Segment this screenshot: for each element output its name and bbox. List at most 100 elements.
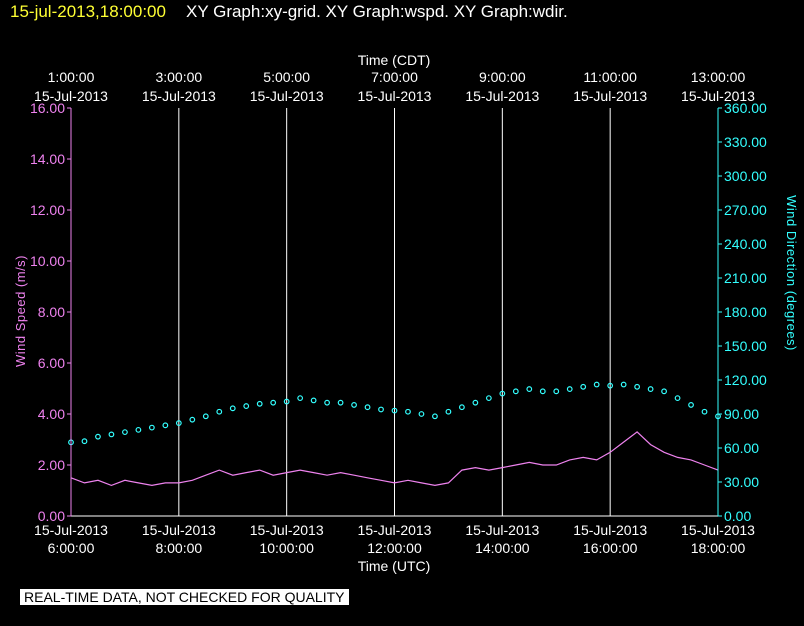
bottom-tick-date: 15-Jul-2013 (681, 522, 755, 538)
bottom-tick-time: 16:00:00 (583, 540, 638, 556)
top-tick-time: 13:00:00 (691, 69, 746, 85)
right-tick-label: 30.00 (724, 474, 759, 490)
top-tick-time: 11:00:00 (583, 69, 637, 85)
top-tick-time: 1:00:00 (48, 69, 95, 85)
top-tick-date: 15-Jul-2013 (34, 88, 108, 104)
wind-direction-point (270, 399, 277, 406)
right-tick-label: 330.00 (724, 134, 767, 150)
wind-direction-point (661, 388, 667, 395)
wind-direction-point (135, 426, 142, 433)
bottom-tick-time: 10:00:00 (259, 540, 314, 556)
top-tick-date: 15-Jul-2013 (573, 88, 647, 104)
wind-direction-point (539, 388, 546, 395)
left-tick-label: 6.00 (38, 355, 65, 371)
bottom-tick-date: 15-Jul-2013 (250, 522, 324, 538)
right-tick-label: 150.00 (724, 338, 767, 354)
bottom-axis-label: Time (UTC) (358, 558, 431, 574)
wind-direction-point (95, 433, 101, 440)
right-tick-label: 180.00 (724, 304, 767, 320)
wind-direction-point (620, 381, 627, 388)
wind-direction-point (607, 382, 614, 389)
wind-direction-point (512, 388, 519, 395)
left-tick-label: 2.00 (38, 457, 65, 473)
wind-direction-point (458, 404, 465, 411)
wind-direction-point (81, 438, 88, 445)
wind-direction-point (324, 399, 331, 406)
header-graph-list: XY Graph:xy-grid. XY Graph:wspd. XY Grap… (186, 2, 568, 21)
wind-direction-point (189, 416, 196, 423)
wind-direction-point (445, 408, 452, 415)
wind-direction-point (472, 399, 479, 406)
left-tick-label: 16.00 (30, 100, 65, 116)
wind-direction-point (634, 383, 641, 390)
wind-direction-point (526, 386, 533, 392)
wind-direction-point (485, 395, 492, 402)
wind-direction-point (418, 411, 425, 417)
right-axis-label: Wind Direction (degrees) (784, 195, 799, 351)
top-tick-date: 15-Jul-2013 (465, 88, 539, 104)
wind-direction-point (405, 408, 411, 415)
top-tick-date: 15-Jul-2013 (358, 88, 432, 104)
bottom-tick-time: 18:00:00 (691, 540, 746, 556)
wind-direction-point (175, 420, 182, 426)
top-axis-label: Time (CDT) (358, 52, 431, 68)
wind-direction-point (162, 422, 169, 429)
right-tick-label: 240.00 (724, 236, 767, 252)
wind-speed-line (70, 431, 719, 487)
wind-direction-point (364, 404, 371, 411)
header-timestamp: 15-jul-2013,18:00:00 (10, 2, 166, 21)
left-tick-label: 12.00 (30, 202, 65, 218)
left-tick-label: 4.00 (38, 406, 65, 422)
wind-direction-point (283, 398, 290, 405)
bottom-tick-date: 15-Jul-2013 (465, 522, 539, 538)
wind-direction-point (688, 402, 694, 408)
left-axis-label: Wind Speed (m/s) (13, 255, 28, 367)
axes: 1:00:00 15-Jul-2013 15-Jul-2013 6:00:00 3:00… (30, 69, 767, 556)
wind-direction-point (391, 407, 398, 414)
bottom-tick-date: 15-Jul-2013 (573, 522, 647, 538)
left-tick-label: 14.00 (30, 151, 65, 167)
bottom-tick-time: 14:00:00 (475, 540, 530, 556)
wind-direction-point (580, 383, 587, 390)
top-tick-date: 15-Jul-2013 (142, 88, 216, 104)
wind-direction-point (566, 386, 573, 392)
right-tick-label: 270.00 (724, 202, 767, 218)
quality-notice: REAL-TIME DATA, NOT CHECKED FOR QUALITY (20, 589, 350, 605)
wind-direction-point (108, 431, 115, 438)
wind-direction-point (351, 402, 357, 408)
wind-direction-point (310, 397, 317, 404)
wind-direction-point (701, 408, 708, 415)
bottom-tick-time: 8:00:00 (155, 540, 202, 556)
right-tick-label: 120.00 (724, 372, 767, 388)
wind-direction-point (216, 408, 223, 415)
top-tick-date: 15-Jul-2013 (250, 88, 324, 104)
right-tick-label: 90.00 (724, 406, 759, 422)
top-tick-time: 7:00:00 (371, 69, 418, 85)
bottom-tick-date: 15-Jul-2013 (358, 522, 432, 538)
wind-direction-point (432, 413, 438, 420)
wind-direction-point (499, 390, 506, 397)
left-tick-label: 0.00 (38, 508, 65, 524)
wind-direction-point (378, 406, 384, 413)
bottom-tick-time: 12:00:00 (367, 540, 422, 556)
bottom-tick-time: 6:00:00 (48, 540, 95, 556)
right-tick-label: 0.00 (724, 508, 751, 524)
wind-direction-point (553, 388, 560, 395)
right-tick-label: 60.00 (724, 440, 759, 456)
wind-direction-point (593, 381, 600, 388)
left-tick-label: 8.00 (38, 304, 65, 320)
left-tick-label: 10.00 (30, 253, 65, 269)
top-tick-time: 5:00:00 (263, 69, 310, 85)
right-tick-label: 360.00 (724, 100, 767, 116)
wind-direction-point (122, 429, 128, 436)
wind-direction-point (256, 400, 263, 407)
wind-direction-point (243, 403, 250, 409)
wind-speed-series (70, 431, 719, 487)
bottom-tick-date: 15-Jul-2013 (142, 522, 216, 538)
wind-direction-point (148, 424, 155, 431)
wind-direction-point (297, 395, 304, 402)
top-tick-time: 3:00:00 (155, 69, 202, 85)
wind-direction-point (202, 413, 209, 420)
grid-lines (178, 108, 611, 516)
